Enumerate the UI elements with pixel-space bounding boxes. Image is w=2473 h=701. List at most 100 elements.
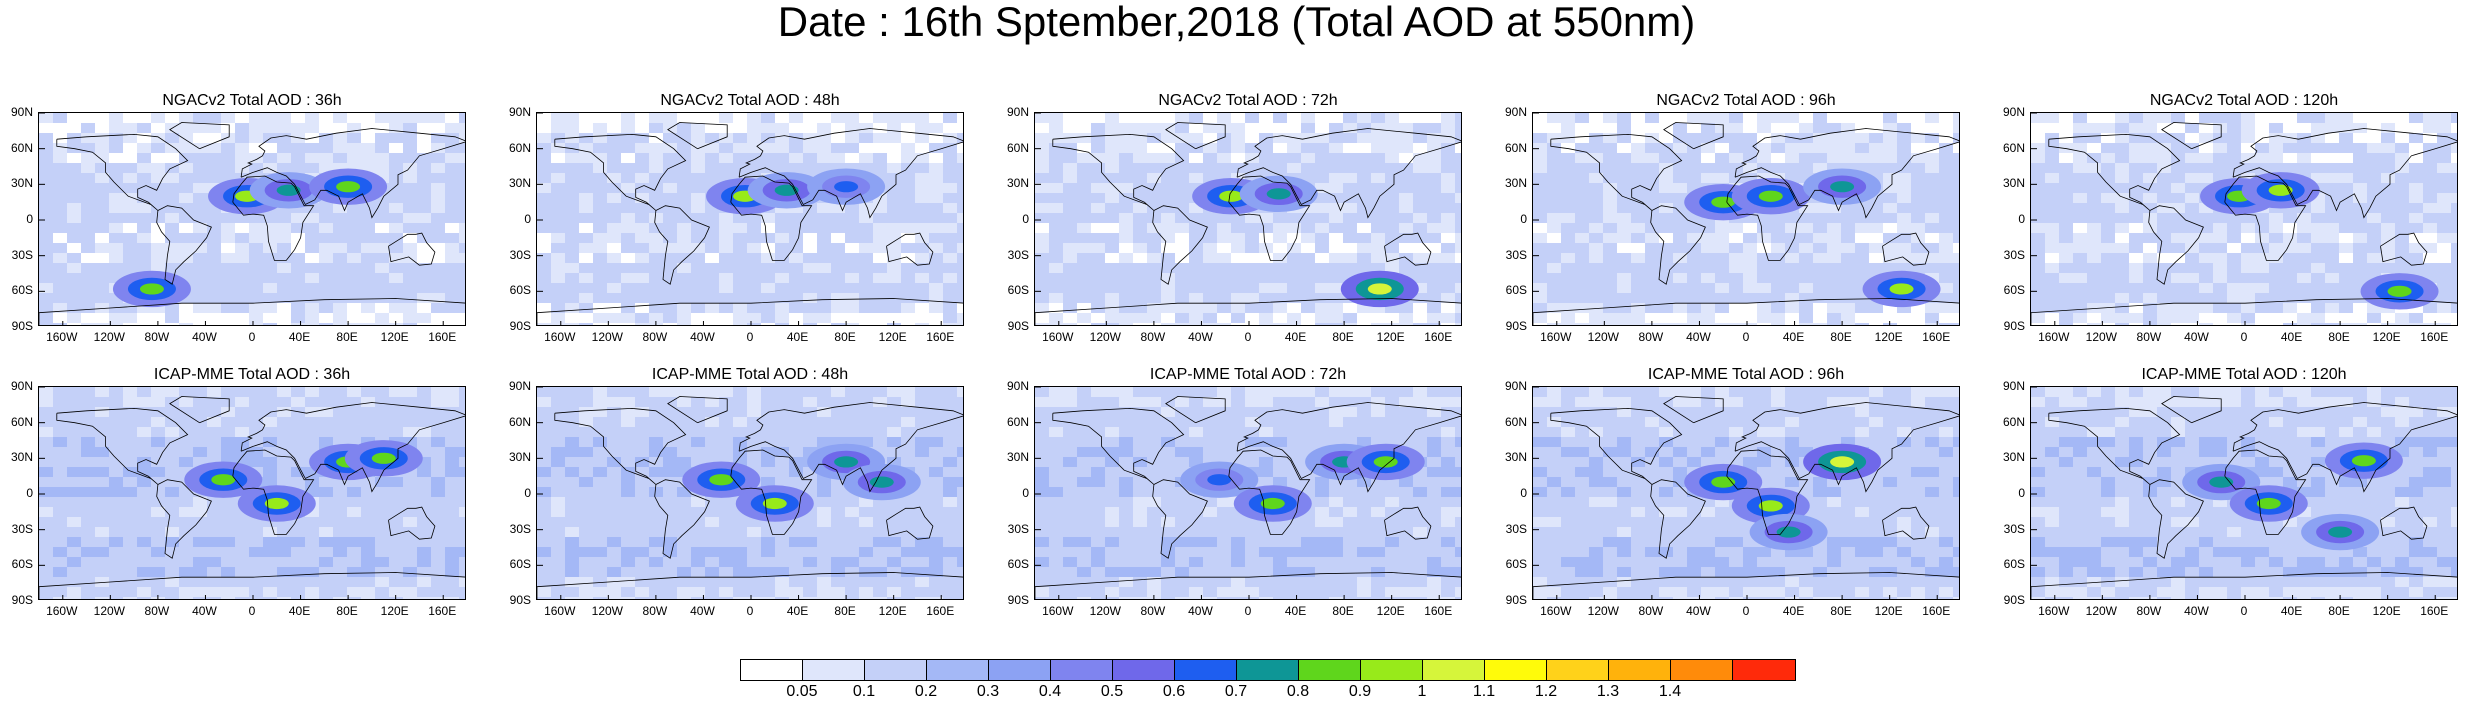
aod-hotspot <box>211 474 236 486</box>
lon-tick-label: 120W <box>1089 330 1121 344</box>
colorbar-swatch <box>989 660 1051 680</box>
coastline <box>1228 449 1311 535</box>
lat-tick-label: 60N <box>1504 140 1527 155</box>
coastline <box>1734 402 1959 493</box>
lon-tick-label: 40E <box>288 604 311 618</box>
aod-map-canvas <box>1035 113 1461 325</box>
aod-hotspot <box>774 184 799 196</box>
aod-hotspot <box>371 452 396 464</box>
colorbar-label: 0.2 <box>914 683 938 700</box>
colorbar-label: 1 <box>1417 683 1427 700</box>
lat-tick-label: 60S <box>11 283 33 298</box>
aod-field <box>537 387 963 599</box>
map-panel: ICAP-MME Total AOD : 36h 90N 60N 30N 0 30S 60S… <box>0 366 500 618</box>
coastline <box>1384 506 1432 540</box>
coastline <box>738 128 963 219</box>
aod-hotspot <box>2328 526 2353 538</box>
aod-hotspot <box>139 283 164 295</box>
aod-map-canvas <box>537 113 963 325</box>
aod-field <box>1035 387 1461 599</box>
colorbar-swatch <box>1113 660 1175 680</box>
coastline <box>2224 449 2307 535</box>
coastline <box>2224 175 2307 261</box>
lon-tick-label: 40E <box>786 330 809 344</box>
map-panel: NGACv2 Total AOD : 48h 90N 60N 30N 0 30S 60S 90… <box>498 92 998 344</box>
lat-tick-label: 30S <box>509 247 531 262</box>
lon-tick-label: 120E <box>1874 604 1903 618</box>
aod-map-canvas <box>1533 387 1959 599</box>
aod-map <box>1034 386 1462 600</box>
lat-tick-label: 30S <box>1505 521 1527 536</box>
lat-tick-label: 90N <box>1504 379 1527 393</box>
lon-tick-label: 80W <box>2136 330 2162 344</box>
figure-title: Date : 16th Sptember,2018 (Total AOD at … <box>777 0 1696 45</box>
lon-tick-label: 80W <box>1638 604 1664 618</box>
coastline <box>1533 298 1959 325</box>
lon-tick-label: 160W <box>1540 330 1572 344</box>
coastline <box>654 479 710 559</box>
aod-map-canvas <box>2031 113 2457 325</box>
coastline <box>232 449 315 535</box>
aod-field <box>39 387 465 599</box>
lat-tick-label: 30N <box>508 450 531 465</box>
map-panel: ICAP-MME Total AOD : 72h 90N 60N 30N 0 30S 60S… <box>996 366 1496 618</box>
panel-title: ICAP-MME Total AOD : 36h <box>153 366 351 383</box>
aod-field <box>1533 387 1959 599</box>
lat-tick-label: 60S <box>11 557 33 572</box>
aod-field <box>537 113 963 325</box>
lon-tick-label: 120E <box>1376 604 1405 618</box>
lon-tick-label: 80E <box>336 604 358 618</box>
lat-tick-label: 30N <box>1504 450 1527 465</box>
lat-tick-label: 90N <box>508 379 531 393</box>
coastline <box>1550 407 1683 485</box>
coastline <box>1726 449 1809 535</box>
lat-tick-label: 90N <box>2002 105 2025 119</box>
lon-tick-label: 40W <box>2184 330 2209 344</box>
lat-tick-label: 90S <box>2003 593 2025 607</box>
aod-map <box>1532 386 1960 600</box>
lon-tick-label: 160E <box>926 330 955 344</box>
lon-tick-label: 0 <box>1244 330 1252 344</box>
lon-tick-label: 160W <box>46 330 78 344</box>
coastline <box>2232 128 2457 219</box>
colorbar-label: 0.05 <box>786 683 818 700</box>
coastline <box>886 506 934 540</box>
lat-tick-label: 0 <box>26 486 33 500</box>
lat-tick-label: 60S <box>1007 557 1029 572</box>
coastline <box>1734 128 1959 219</box>
aod-hotspot <box>1219 190 1244 202</box>
lon-tick-label: 40E <box>2280 604 2303 618</box>
map-panel: ICAP-MME Total AOD : 96h 90N 60N 30N 0 30S 60S… <box>1494 366 1994 618</box>
aod-hotspot <box>1758 500 1783 512</box>
coastline <box>2148 479 2204 559</box>
aod-map <box>1034 112 1462 326</box>
colorbar-swatch <box>1485 660 1547 680</box>
aod-hotspot <box>1260 497 1285 510</box>
lat-tick-label: 90N <box>1504 105 1527 119</box>
lat-tick-label: 60N <box>1504 414 1527 429</box>
lat-tick-label: 90S <box>1007 319 1029 333</box>
coastline <box>1663 396 1724 424</box>
lon-tick-label: 160E <box>428 604 457 618</box>
lat-tick-label: 90N <box>1006 379 1029 393</box>
lon-tick-label: 40E <box>288 330 311 344</box>
lat-tick-label: 0 <box>1022 212 1029 226</box>
lon-tick-label: 80W <box>642 604 668 618</box>
colorbar-swatch <box>865 660 927 680</box>
colorbar-swatch <box>1299 660 1361 680</box>
aod-hotspot <box>336 181 361 193</box>
coastline <box>654 205 710 285</box>
lon-tick-label: 0 <box>248 604 256 618</box>
lon-tick-label: 0 <box>746 604 754 618</box>
lon-tick-label: 40W <box>192 330 217 344</box>
lat-tick-label: 30S <box>11 521 33 536</box>
lon-tick-label: 80E <box>2328 330 2350 344</box>
colorbar-swatch <box>1051 660 1113 680</box>
lon-tick-label: 40E <box>1782 330 1805 344</box>
coastline <box>2380 506 2428 540</box>
lat-tick-label: 30S <box>1505 247 1527 262</box>
coastline <box>667 396 728 424</box>
aod-hotspot <box>2268 184 2293 196</box>
map-panel: NGACv2 Total AOD : 96h 90N 60N 30N 0 30S 60S 90… <box>1494 92 1994 344</box>
lon-tick-label: 0 <box>2240 330 2248 344</box>
